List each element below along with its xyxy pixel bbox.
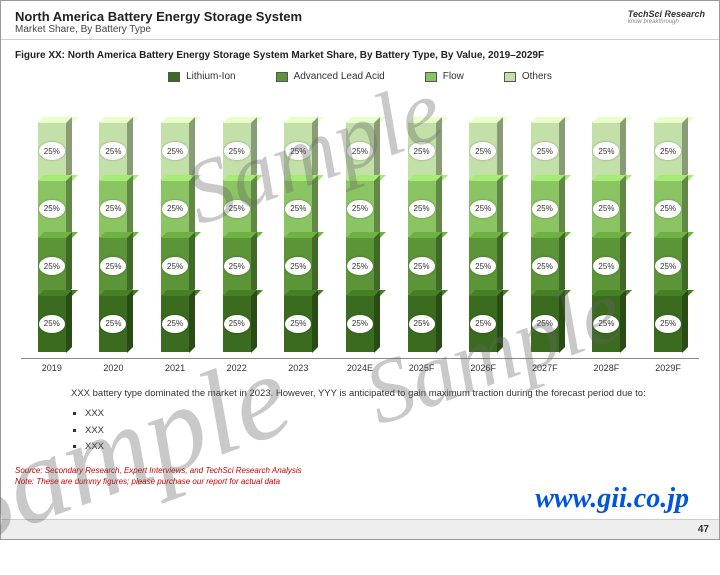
legend-item: Lithium-Ion — [168, 71, 235, 82]
year-column: 25% 25% 25% 25% — [455, 122, 511, 352]
segment-label: 25% — [100, 257, 126, 275]
segment-label: 25% — [347, 200, 373, 218]
segment-label: 25% — [347, 315, 373, 333]
bullet-item: XXX — [85, 424, 659, 438]
body-text: XXX battery type dominated the market in… — [1, 373, 719, 460]
year-column: 25% 25% 25% 25% — [24, 122, 80, 352]
x-label: 2021 — [147, 359, 203, 373]
segment-label: 25% — [100, 200, 126, 218]
segment-label: 25% — [224, 200, 250, 218]
x-label: 2029F — [640, 359, 696, 373]
x-label: 2019 — [24, 359, 80, 373]
segment-label: 25% — [285, 257, 311, 275]
segment-label: 25% — [470, 315, 496, 333]
segment-label: 25% — [162, 142, 188, 160]
year-column: 25% 25% 25% 25% — [517, 122, 573, 352]
year-column: 25% 25% 25% 25% — [640, 122, 696, 352]
segment-label: 25% — [285, 315, 311, 333]
segment-label: 25% — [655, 257, 681, 275]
segment-label: 25% — [39, 200, 65, 218]
segment-label: 25% — [224, 315, 250, 333]
segment-label: 25% — [285, 142, 311, 160]
segment-label: 25% — [39, 142, 65, 160]
figure-title: Figure XX: North America Battery Energy … — [1, 40, 719, 67]
page-subtitle: Market Share, By Battery Type — [15, 24, 628, 35]
segment-label: 25% — [162, 315, 188, 333]
year-column: 25% 25% 25% 25% — [85, 122, 141, 352]
legend-item: Flow — [425, 71, 464, 82]
segment-label: 25% — [409, 142, 435, 160]
source-text: Source: Secondary Research, Expert Inter… — [1, 460, 719, 477]
segment-label: 25% — [224, 257, 250, 275]
segment-label: 25% — [39, 257, 65, 275]
segment-label: 25% — [655, 200, 681, 218]
chart-legend: Lithium-Ion Advanced Lead Acid Flow Others — [1, 67, 719, 92]
x-label: 2027F — [517, 359, 573, 373]
segment-label: 25% — [347, 257, 373, 275]
segment-label: 25% — [470, 200, 496, 218]
logo: TechSci Research know breakthrough — [628, 9, 705, 25]
segment-label: 25% — [593, 257, 619, 275]
segment-label: 25% — [100, 315, 126, 333]
segment-label: 25% — [409, 200, 435, 218]
segment-label: 25% — [532, 142, 558, 160]
page-title: North America Battery Energy Storage Sys… — [15, 9, 628, 24]
year-column: 25% 25% 25% 25% — [394, 122, 450, 352]
segment-label: 25% — [532, 200, 558, 218]
segment-label: 25% — [470, 257, 496, 275]
footer-bar — [1, 519, 719, 539]
year-column: 25% 25% 25% 25% — [578, 122, 634, 352]
year-column: 25% 25% 25% 25% — [147, 122, 203, 352]
segment-label: 25% — [285, 200, 311, 218]
year-column: 25% 25% 25% 25% — [209, 122, 265, 352]
segment-label: 25% — [39, 315, 65, 333]
segment-label: 25% — [470, 142, 496, 160]
segment-label: 25% — [593, 315, 619, 333]
segment-label: 25% — [409, 315, 435, 333]
header: North America Battery Energy Storage Sys… — [1, 1, 719, 40]
x-label: 2020 — [85, 359, 141, 373]
x-axis: 2019 2020 2021 2022 2023 2024E 2025F 2026F 2027F… — [21, 358, 699, 373]
url-watermark: www.gii.co.jp — [535, 483, 689, 515]
x-label: 2023 — [270, 359, 326, 373]
segment-label: 25% — [532, 257, 558, 275]
segment-label: 25% — [162, 257, 188, 275]
x-label: 2026F — [455, 359, 511, 373]
bullet-item: XXX — [85, 407, 659, 421]
segment-label: 25% — [655, 315, 681, 333]
year-column: 25% 25% 25% 25% — [332, 122, 388, 352]
segment-label: 25% — [224, 142, 250, 160]
x-label: 2028F — [578, 359, 634, 373]
x-label: 2022 — [209, 359, 265, 373]
segment-label: 25% — [593, 200, 619, 218]
segment-label: 25% — [347, 142, 373, 160]
legend-item: Others — [504, 71, 552, 82]
segment-label: 25% — [409, 257, 435, 275]
x-label: 2024E — [332, 359, 388, 373]
legend-item: Advanced Lead Acid — [276, 71, 385, 82]
stacked-bar-chart: 25%25%25%25%25%25%25%25%25%25%25%25%25%2… — [1, 92, 719, 352]
segment-label: 25% — [532, 315, 558, 333]
segment-label: 25% — [162, 200, 188, 218]
bullet-list: XXX XXX XXX — [71, 401, 659, 454]
segment-label: 25% — [100, 142, 126, 160]
bullet-item: XXX — [85, 440, 659, 454]
segment-label: 25% — [593, 142, 619, 160]
page-number: 47 — [698, 524, 709, 535]
x-label: 2025F — [394, 359, 450, 373]
year-column: 25% 25% 25% 25% — [270, 122, 326, 352]
segment-label: 25% — [655, 142, 681, 160]
